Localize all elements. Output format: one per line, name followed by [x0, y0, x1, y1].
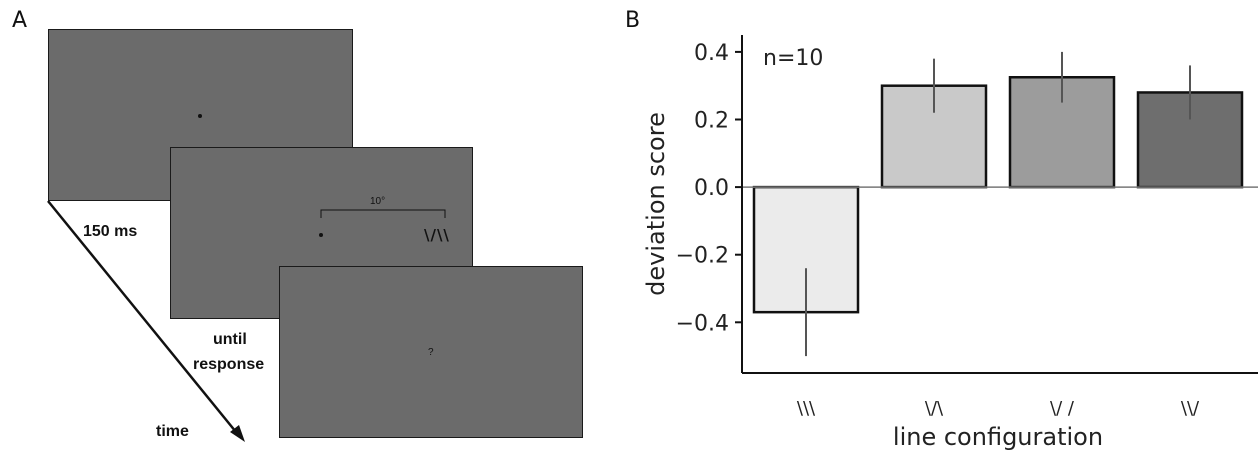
x-axis-label: line configuration — [893, 423, 1103, 451]
sample-size-annotation: n=10 — [763, 46, 823, 71]
deviation-chart-panel: B −0.4 −0.2 0.0 0.2 0.4 \\\ \/\ \/ / \\/ line con… — [600, 0, 1258, 451]
y-tick-label: −0.4 — [676, 311, 729, 336]
x-tick-label: \/\ — [925, 398, 944, 419]
until-label: until — [213, 331, 247, 348]
x-tick-label: \\\ — [797, 398, 816, 419]
y-tick-label: 0.2 — [694, 109, 729, 134]
response-screen: ? — [279, 266, 583, 438]
time-label: time — [156, 423, 189, 440]
line-stimulus: \/\\ — [424, 226, 450, 244]
x-tick-label: \\/ — [1181, 398, 1200, 419]
y-tick-label: 0.0 — [694, 176, 729, 201]
trial-sequence-panel: A 10° \/\\ ? 150 ms until response time — [0, 0, 600, 451]
panel-a-letter: A — [12, 8, 28, 33]
duration-150ms-label: 150 ms — [83, 223, 138, 240]
degree-bracket — [320, 209, 446, 218]
y-tick-label: −0.2 — [676, 244, 729, 269]
y-axis-label: deviation score — [642, 112, 670, 296]
deviation-bar-chart: −0.4 −0.2 0.0 0.2 0.4 \\\ \/\ \/ / \\/ line confi… — [642, 35, 1258, 451]
response-label: response — [193, 356, 265, 373]
x-tick-label: \/ / — [1050, 398, 1075, 419]
panel-b-letter: B — [625, 8, 641, 33]
response-question-mark: ? — [428, 347, 434, 358]
degree-label: 10° — [370, 196, 386, 207]
stimulus-fixation-dot — [319, 233, 323, 237]
time-arrow — [47, 200, 245, 442]
fixation-dot — [198, 114, 202, 118]
y-tick-label: 0.4 — [694, 41, 729, 66]
